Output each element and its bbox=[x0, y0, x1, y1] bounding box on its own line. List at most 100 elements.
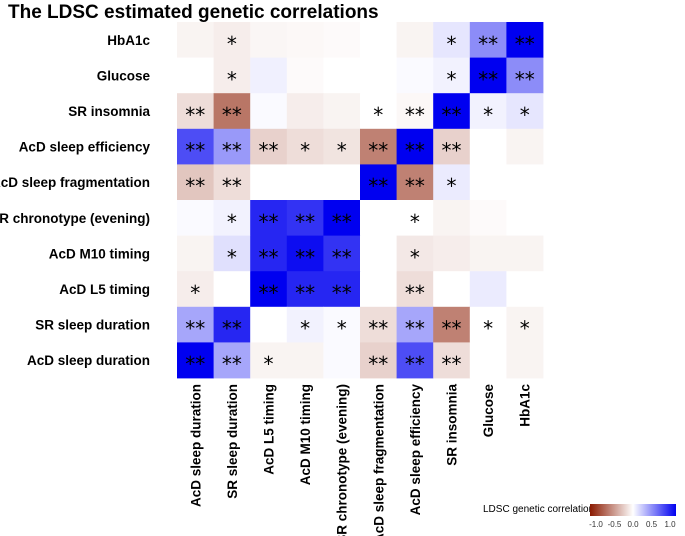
significance-marker: * bbox=[227, 245, 237, 269]
significance-marker: ** bbox=[405, 139, 425, 163]
significance-marker: * bbox=[264, 352, 274, 376]
significance-marker: ** bbox=[222, 352, 242, 376]
heatmap-cell bbox=[177, 235, 214, 272]
heatmap-cell bbox=[286, 306, 324, 343]
heatmap-cell bbox=[177, 342, 214, 379]
heatmap-cell bbox=[213, 271, 251, 308]
heatmap-cell bbox=[396, 235, 434, 272]
significance-marker: ** bbox=[222, 103, 242, 127]
heatmap-cell bbox=[177, 22, 214, 58]
heatmap-cell bbox=[177, 164, 214, 201]
heatmap-cell bbox=[433, 306, 471, 343]
significance-marker: ** bbox=[368, 352, 388, 376]
significance-marker: * bbox=[447, 174, 457, 198]
heatmap-cell bbox=[469, 235, 507, 272]
column-label: SR sleep duration bbox=[225, 384, 240, 499]
heatmap-cell bbox=[469, 306, 507, 343]
heatmap-cell bbox=[250, 306, 288, 343]
heatmap-cell bbox=[506, 342, 544, 379]
significance-marker: ** bbox=[478, 32, 498, 56]
heatmap-cell bbox=[506, 128, 544, 165]
significance-marker: ** bbox=[442, 103, 462, 127]
significance-marker: ** bbox=[515, 32, 535, 56]
significance-marker: * bbox=[447, 67, 457, 91]
legend-colorbar bbox=[590, 504, 676, 516]
significance-marker: ** bbox=[515, 67, 535, 91]
heatmap-cell bbox=[286, 128, 324, 165]
row-label: AcD sleep fragmentation bbox=[0, 175, 150, 190]
significance-marker: ** bbox=[405, 317, 425, 341]
column-label: AcD sleep duration bbox=[188, 384, 203, 507]
significance-marker: ** bbox=[295, 210, 315, 234]
significance-marker: ** bbox=[442, 352, 462, 376]
heatmap-cell bbox=[506, 164, 544, 201]
heatmap-cell bbox=[433, 57, 471, 94]
significance-marker: ** bbox=[259, 281, 279, 305]
heatmap-cell bbox=[469, 93, 507, 130]
heatmap-cell bbox=[469, 128, 507, 165]
heatmap-cell bbox=[323, 22, 361, 58]
heatmap-cell bbox=[323, 128, 361, 165]
significance-marker: * bbox=[447, 32, 457, 56]
heatmap-cell bbox=[177, 57, 214, 94]
significance-marker: * bbox=[410, 245, 420, 269]
row-label: HbA1c bbox=[107, 33, 150, 48]
row-label: SR chronotype (evening) bbox=[0, 211, 150, 226]
heatmap-cell bbox=[469, 22, 507, 58]
significance-marker: * bbox=[373, 103, 383, 127]
heatmap-cell bbox=[286, 57, 324, 94]
significance-marker: ** bbox=[185, 317, 205, 341]
column-label: AcD M10 timing bbox=[298, 384, 313, 485]
heatmap-cell bbox=[433, 342, 471, 379]
heatmap-cell bbox=[177, 306, 214, 343]
row-label: Glucose bbox=[97, 68, 151, 83]
significance-marker: * bbox=[483, 103, 493, 127]
heatmap-cell bbox=[360, 22, 397, 58]
heatmap-cell bbox=[360, 128, 397, 165]
significance-marker: ** bbox=[478, 67, 498, 91]
heatmap-cell bbox=[469, 200, 507, 236]
heatmap-cell bbox=[396, 164, 434, 201]
heatmap-cell bbox=[469, 271, 507, 308]
heatmap-cell bbox=[396, 57, 434, 94]
heatmap-cell bbox=[177, 128, 214, 165]
row-labels: HbA1c Glucose SR insomnia AcD sleep efficie… bbox=[0, 33, 150, 368]
heatmap-cell bbox=[323, 271, 361, 308]
heatmap-cell bbox=[323, 342, 361, 379]
heatmap-cell bbox=[323, 235, 361, 272]
significance-marker: ** bbox=[259, 139, 279, 163]
heatmap-cell bbox=[286, 271, 324, 308]
significance-marker: ** bbox=[185, 174, 205, 198]
significance-markers: * * ** *** * ** **** ** * ** ** * *** ** ** * * ** ** **** *… bbox=[185, 32, 534, 376]
row-label: SR insomnia bbox=[68, 104, 150, 119]
heatmap-cell bbox=[506, 271, 544, 308]
heatmap-cell bbox=[469, 164, 507, 201]
heatmap-cell bbox=[433, 22, 471, 58]
heatmap-cell bbox=[360, 200, 397, 236]
heatmap-cell bbox=[250, 22, 288, 58]
heatmap-cell bbox=[396, 271, 434, 308]
significance-marker: ** bbox=[405, 281, 425, 305]
heatmap-cell bbox=[396, 200, 434, 236]
heatmap-cell bbox=[323, 164, 361, 201]
significance-marker: * bbox=[520, 103, 530, 127]
significance-marker: ** bbox=[442, 317, 462, 341]
significance-marker: * bbox=[337, 317, 347, 341]
heatmap-cell bbox=[213, 164, 251, 201]
heatmap-cell bbox=[213, 57, 251, 94]
heatmap-cell bbox=[250, 200, 288, 236]
column-label: Glucose bbox=[481, 384, 496, 438]
heatmap-cell bbox=[323, 93, 361, 130]
significance-marker: * bbox=[227, 210, 237, 234]
significance-marker: ** bbox=[222, 139, 242, 163]
heatmap-cell bbox=[360, 93, 397, 130]
significance-marker: * bbox=[300, 317, 310, 341]
heatmap-cell bbox=[360, 306, 397, 343]
heatmap-cell bbox=[506, 306, 544, 343]
heatmap-cell bbox=[396, 342, 434, 379]
heatmap-cell bbox=[250, 93, 288, 130]
column-labels: AcD sleep duration SR sleep duration AcD L… bbox=[188, 384, 532, 536]
column-label: AcD L5 timing bbox=[262, 384, 277, 475]
legend-tick-label: 1.0 bbox=[664, 520, 676, 529]
significance-marker: ** bbox=[368, 317, 388, 341]
